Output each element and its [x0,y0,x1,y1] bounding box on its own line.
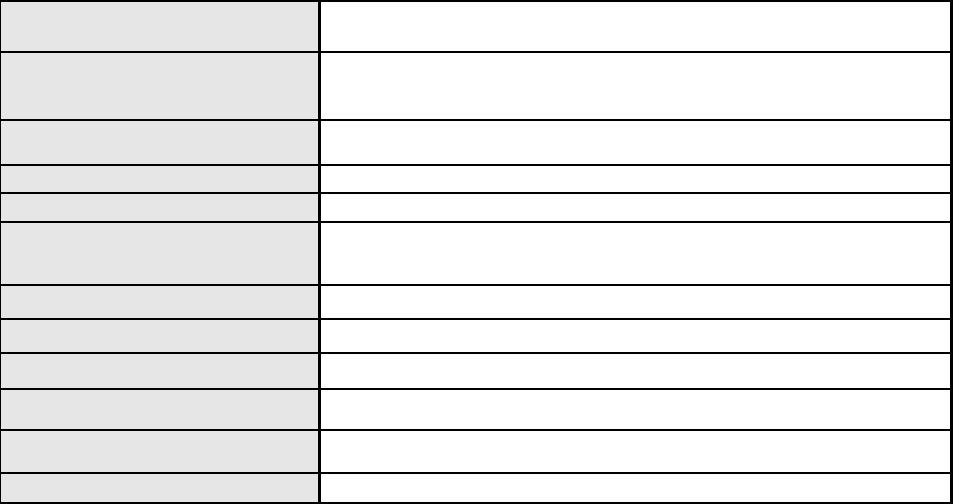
table-row [1,431,950,474]
table-row [1,53,950,121]
row-label-cell [1,53,321,119]
row-label-cell [1,286,321,318]
table-row [1,474,950,504]
row-label-cell [1,121,321,164]
row-label-cell [1,194,321,221]
table-row [1,2,950,53]
table-row [1,354,950,390]
row-value-cell [321,431,950,472]
table-row [1,320,950,354]
row-value-cell [321,354,950,388]
table-row [1,166,950,194]
row-value-cell [321,53,950,119]
table-row [1,223,950,286]
row-value-cell [321,286,950,318]
row-value-cell [321,2,950,51]
row-value-cell [321,121,950,164]
row-label-cell [1,166,321,192]
row-value-cell [321,194,950,221]
row-value-cell [321,166,950,192]
row-label-cell [1,354,321,388]
row-value-cell [321,320,950,352]
table-row [1,194,950,223]
row-label-cell [1,431,321,472]
row-value-cell [321,474,950,502]
row-label-cell [1,2,321,51]
table-row [1,286,950,320]
table-row [1,390,950,431]
row-label-cell [1,320,321,352]
table-row [1,121,950,166]
row-value-cell [321,390,950,429]
row-label-cell [1,474,321,502]
row-label-cell [1,390,321,429]
row-value-cell [321,223,950,284]
row-label-cell [1,223,321,284]
